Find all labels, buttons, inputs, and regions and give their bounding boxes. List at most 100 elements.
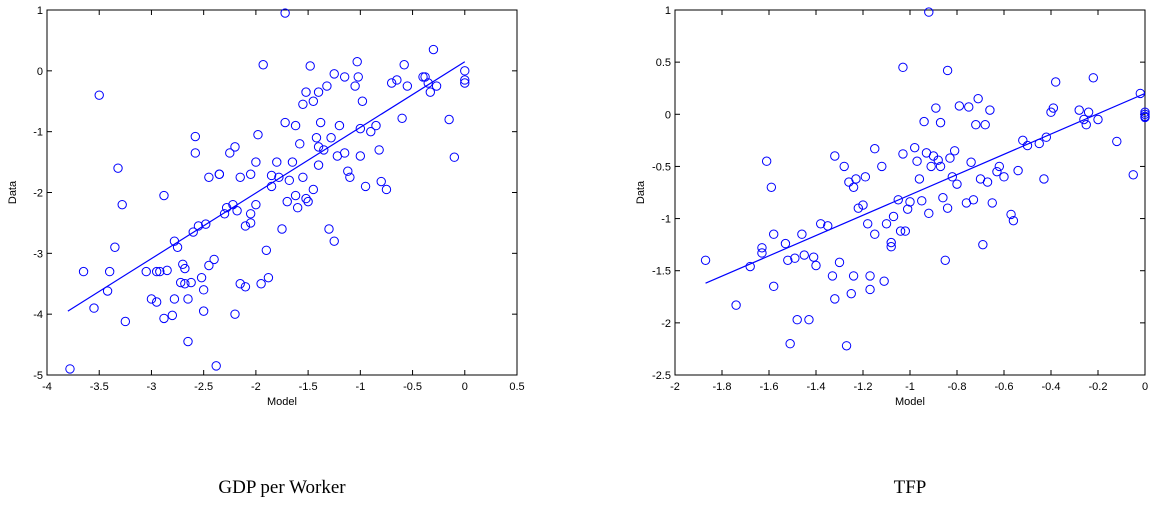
scatter-point [374,145,384,155]
scatter-point [357,96,368,106]
y-tick-label: -3 [33,248,43,260]
scatter-point [397,113,407,123]
scatter-point [169,236,180,246]
scatter-point [295,139,305,149]
scatter-point [431,81,442,91]
y-tick-label: -2 [33,188,43,200]
scatter-point [902,204,913,214]
x-tick-label: 0 [462,381,468,393]
scatter-point [848,271,859,281]
scatter-point [272,157,282,167]
scatter-point [945,153,955,163]
scatter-point [258,60,268,70]
scatter-point [110,242,120,252]
scatter-point [1006,209,1016,220]
scatter-point [900,226,910,236]
scatter-point [865,271,875,281]
scatter-point [301,87,311,97]
scatter-point [1135,88,1146,99]
scatter-point [940,255,950,265]
scatter-point [924,208,934,219]
scatter-point [1079,114,1089,125]
scatter-point [230,309,240,319]
scatter-point [999,172,1009,182]
scatter-point [155,266,165,277]
scatter-point [1022,140,1033,151]
scatter-point [808,252,819,262]
scatter-point [888,211,899,222]
scatter-point [89,303,99,313]
x-tick-label: -1.5 [299,381,318,393]
scatter-point [287,157,298,167]
scatter-point [326,133,336,143]
scatter-point [790,253,800,263]
scatter-point [968,195,979,205]
scatter-point [783,255,793,265]
scatter-point [376,176,386,187]
scatter-point [371,120,381,131]
scatter-point [120,316,131,327]
scatter-point [1034,138,1044,149]
scatter-point [350,81,360,91]
scatter-point [198,306,209,316]
scatter-point [848,182,859,192]
scatter-point [146,294,157,304]
scatter-point [942,203,953,213]
scatter-point [392,75,402,85]
scatter-point [360,181,371,192]
scatter-point [982,177,993,187]
scatter-point [190,148,201,158]
scatter-point [329,236,339,246]
scatter-point [261,245,272,255]
scatter-point [339,72,350,82]
scatter-point [865,284,875,295]
caption: TFP [894,477,927,498]
scatter-point [863,219,873,229]
scatter-point [172,242,183,252]
scatter-point [339,148,350,158]
scatter-point [886,242,896,252]
scatter-point [846,288,856,299]
scatter-point [992,166,1002,177]
scatter-point [303,196,313,207]
scatter-point [284,175,295,186]
scatter-point [830,151,840,161]
scatter-point [104,266,115,277]
scatter-point [460,75,470,85]
y-tick-label: 1 [665,5,671,17]
scatter-point [895,226,906,236]
scatter-point [162,265,172,276]
scatter-point [964,102,974,112]
scatter-point [186,277,196,288]
scatter-point [345,172,355,182]
scatter-point [151,297,162,307]
scatter-point [102,286,113,296]
scatter-point [282,196,292,207]
scatter-point [230,142,240,152]
scatter-point [301,193,311,204]
scatter-point [159,190,169,201]
scatter-point [298,172,308,182]
scatter-point [839,161,849,172]
scatter-point [263,272,274,283]
scatter-point [745,261,755,272]
scatter-point [159,313,169,324]
scatter-point [402,81,413,91]
scatter-point [329,69,339,79]
scatter-point [853,203,863,213]
scatter-point [886,237,896,248]
scatter-point [399,60,409,70]
scatter-point [113,163,123,173]
scatter-point [94,90,104,100]
scatter-point [858,200,868,210]
scatter-point [910,142,920,153]
y-tick-label: -1.5 [652,266,671,278]
scatter-point [966,157,976,167]
scatter-point [183,294,193,304]
scatter-point [366,126,376,137]
scatter-point [225,148,235,158]
scatter-point [232,206,242,216]
scatter-point [235,279,245,289]
scatter-point [313,87,324,97]
scatter-point [65,364,75,374]
